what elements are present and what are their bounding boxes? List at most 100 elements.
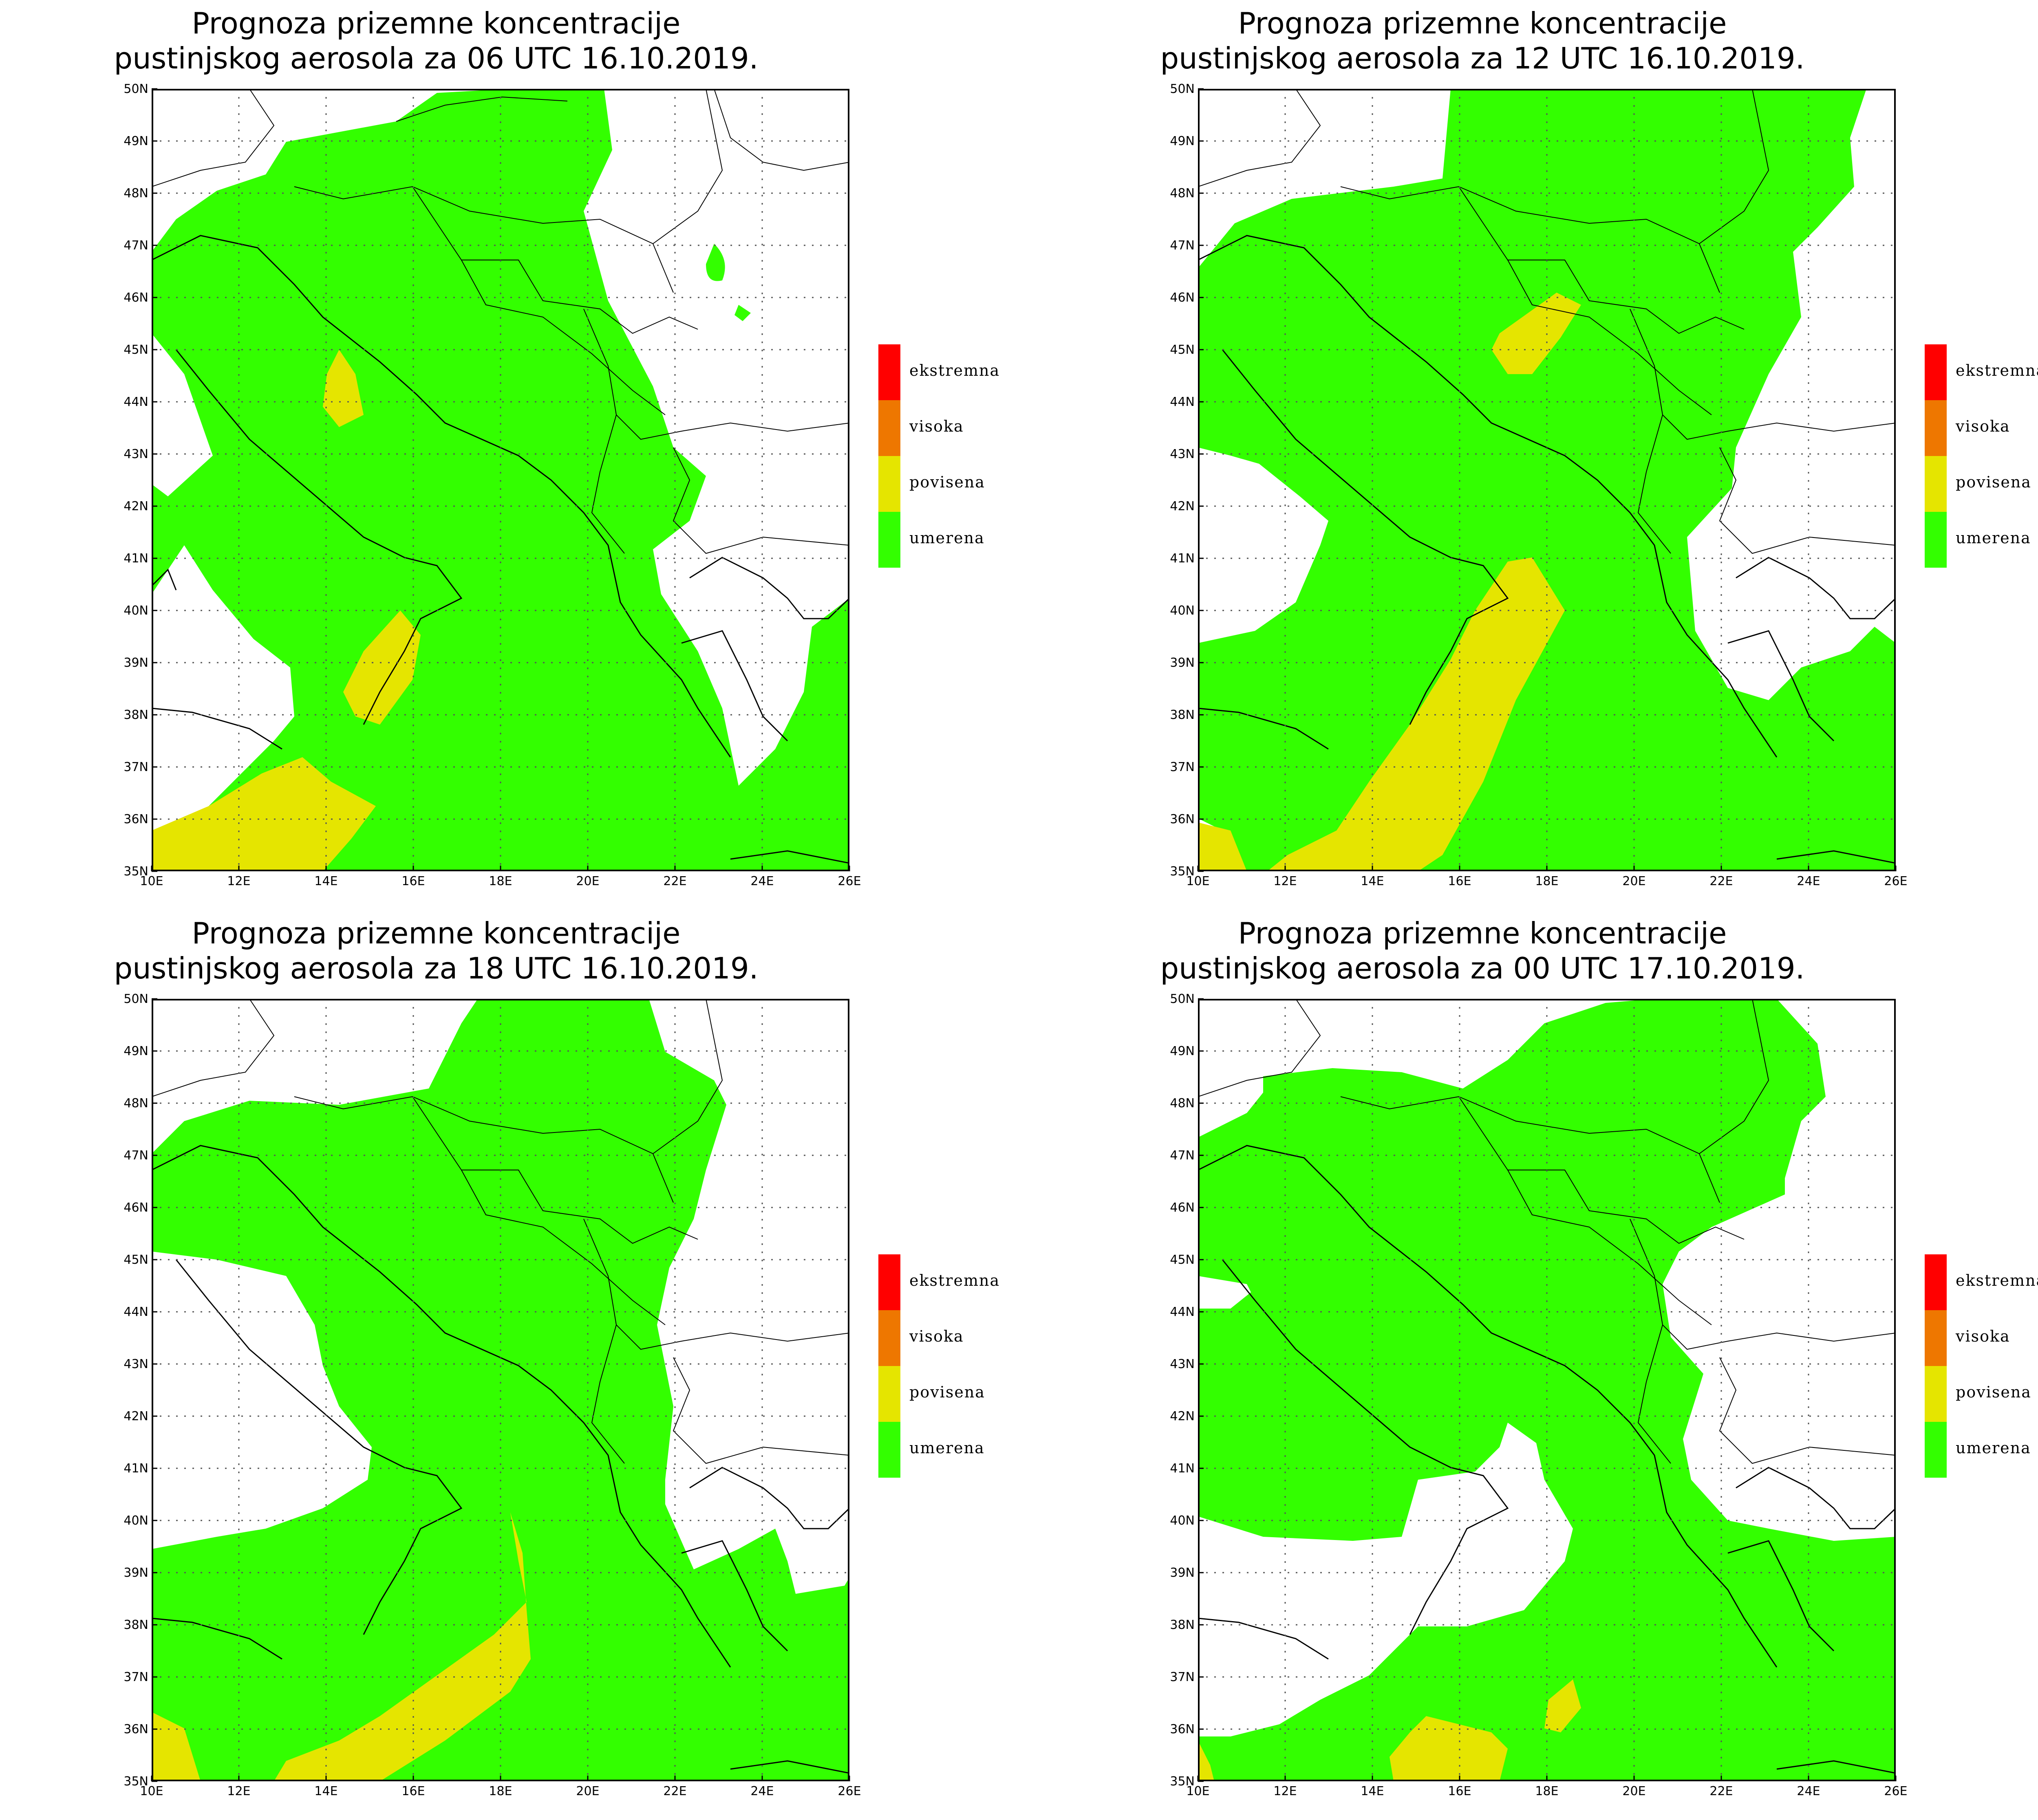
forecast-panel-06utc: Prognoza prizemne koncentracije pustinjs… — [0, 0, 1046, 910]
lat-tick-label: 46N — [124, 1201, 148, 1215]
lat-tick-label: 40N — [124, 604, 148, 618]
lat-tick-label: 44N — [124, 1305, 148, 1319]
povisena-area — [1390, 1716, 1508, 1781]
lat-tick-label: 36N — [1170, 1722, 1195, 1736]
legend-swatch-umerena — [1925, 512, 1947, 568]
lat-tick-label: 40N — [1170, 1514, 1195, 1528]
legend-label-ekstremna: ekstremna — [909, 361, 1000, 379]
umerena-area — [1744, 236, 1785, 301]
lat-tick-labels: 35N 36N 37N 38N 39N 40N 41N 42N 43N 44N 45N 46N 47N 4… — [124, 82, 157, 879]
legend-label-umerena: umerena — [1956, 1439, 2031, 1457]
lat-tick-label: 47N — [124, 238, 148, 253]
povisena-area — [343, 610, 421, 725]
lon-tick-label: 26E — [1884, 1784, 1907, 1798]
legend-label-visoka: visoka — [909, 417, 964, 435]
lon-tick-label: 12E — [1273, 874, 1297, 888]
lat-tick-label: 50N — [1170, 82, 1195, 96]
title-line-2: pustinjskog aerosola za 00 UTC 17.10.201… — [1160, 951, 1805, 985]
lat-tick-label: 46N — [1170, 1201, 1195, 1215]
panel-title: Prognoza prizemne koncentracije pustinjs… — [1046, 6, 1919, 76]
lat-tick-label: 35N — [1170, 864, 1195, 879]
lat-tick-label: 48N — [1170, 186, 1195, 201]
panel-title: Prognoza prizemne koncentracije pustinjs… — [0, 6, 872, 76]
lon-tick-label: 18E — [1535, 874, 1558, 888]
lon-tick-labels: 10E 12E 14E 16E 18E 20E 22E 24E 26E — [1186, 866, 1908, 888]
lat-tick-label: 35N — [124, 1774, 148, 1789]
lon-tick-label: 20E — [1622, 1784, 1645, 1798]
legend-label-povisena: povisena — [909, 1383, 985, 1401]
lon-tick-label: 24E — [750, 874, 774, 888]
umerena-area — [706, 244, 725, 281]
lat-tick-label: 44N — [1170, 395, 1195, 409]
borders — [152, 89, 849, 554]
lat-tick-label: 36N — [1170, 812, 1195, 826]
povisena-area — [1544, 1679, 1581, 1732]
forecast-panel-18utc: Prognoza prizemne koncentracije pustinjs… — [0, 910, 1046, 1820]
lat-tick-label: 49N — [124, 134, 148, 148]
title-line-2: pustinjskog aerosola za 12 UTC 16.10.201… — [1160, 41, 1805, 75]
lat-tick-labels: 35N 36N 37N 38N 39N 40N 41N 42N 43N 44N 45N 46N 47N 4… — [1170, 992, 1204, 1789]
legend-swatch-povisena — [878, 456, 900, 512]
lat-tick-label: 46N — [124, 291, 148, 305]
lat-tick-label: 42N — [124, 1409, 148, 1423]
map-axes: 35N 36N 37N 38N 39N 40N 41N 42N 43N 44N 45N 46N 47N 4… — [1170, 82, 1908, 888]
lat-tick-label: 41N — [1170, 1461, 1195, 1476]
legend-label-povisena: povisena — [909, 473, 985, 491]
lat-tick-label: 43N — [1170, 447, 1195, 461]
lon-tick-label: 18E — [489, 1784, 512, 1798]
legend-swatch-povisena — [878, 1366, 900, 1422]
lat-tick-label: 47N — [124, 1148, 148, 1163]
povisena-area — [274, 1512, 531, 1781]
lon-tick-label: 20E — [576, 874, 599, 888]
lat-tick-label: 44N — [124, 395, 148, 409]
lon-tick-label: 26E — [1884, 874, 1907, 888]
legend-swatch-umerena — [878, 1422, 900, 1478]
coastlines — [1198, 235, 1896, 864]
lat-tick-label: 42N — [1170, 499, 1195, 513]
lon-tick-label: 10E — [1186, 1784, 1209, 1798]
lat-tick-label: 37N — [124, 1670, 148, 1684]
lon-tick-label: 16E — [401, 1784, 425, 1798]
forecast-map — [152, 89, 849, 871]
lat-tick-label: 37N — [124, 760, 148, 774]
lat-tick-label: 48N — [1170, 1096, 1195, 1111]
title-line-2: pustinjskog aerosola za 18 UTC 16.10.201… — [114, 951, 759, 985]
lon-tick-label: 14E — [1361, 1784, 1384, 1798]
title-line-1: Prognoza prizemne koncentracije — [192, 6, 681, 40]
lon-tick-label: 20E — [1622, 874, 1645, 888]
lat-tick-label: 45N — [1170, 343, 1195, 357]
legend-swatch-ekstremna — [878, 344, 900, 400]
lat-tick-labels: 35N 36N 37N 38N 39N 40N 41N 42N 43N 44N 45N 46N 47N 4… — [1170, 82, 1204, 879]
lat-tick-label: 45N — [124, 1253, 148, 1267]
lat-tick-label: 38N — [1170, 708, 1195, 722]
povisena-area — [1267, 557, 1565, 871]
coastlines — [152, 1145, 849, 1774]
lat-tick-label: 48N — [124, 186, 148, 201]
map-axes: 35N 36N 37N 38N 39N 40N 41N 42N 43N 44N 45N 46N 47N 4… — [124, 992, 861, 1798]
legend-label-ekstremna: ekstremna — [1956, 361, 2038, 379]
lat-tick-label: 48N — [124, 1096, 148, 1111]
lat-tick-labels: 35N 36N 37N 38N 39N 40N 41N 42N 43N 44N 45N 46N 47N 4… — [124, 992, 157, 1789]
borders — [1198, 89, 1896, 554]
legend-label-visoka: visoka — [1956, 1327, 2010, 1345]
lat-tick-label: 39N — [1170, 1566, 1195, 1580]
lat-tick-label: 37N — [1170, 1670, 1195, 1684]
lon-tick-label: 18E — [489, 874, 512, 888]
panel-title: Prognoza prizemne koncentracije pustinjs… — [1046, 916, 1919, 986]
povisena-area — [1491, 293, 1581, 374]
lat-tick-label: 43N — [1170, 1357, 1195, 1371]
lat-tick-label: 36N — [124, 812, 148, 826]
lon-tick-label: 22E — [663, 874, 686, 888]
legend-swatch-visoka — [878, 1310, 900, 1366]
umerena-area — [734, 305, 751, 321]
lon-tick-label: 12E — [227, 874, 250, 888]
legend-swatch-visoka — [1925, 1310, 1947, 1366]
legend-label-povisena: povisena — [1956, 1383, 2031, 1401]
lat-tick-label: 47N — [1170, 1148, 1195, 1163]
legend-label-umerena: umerena — [909, 1439, 985, 1457]
lat-tick-label: 49N — [124, 1044, 148, 1058]
lat-tick-label: 40N — [124, 1514, 148, 1528]
lat-tick-label: 42N — [1170, 1409, 1195, 1423]
lon-tick-label: 12E — [227, 1784, 250, 1798]
lon-tick-labels: 10E 12E 14E 16E 18E 20E 22E 24E 26E — [140, 1776, 861, 1798]
